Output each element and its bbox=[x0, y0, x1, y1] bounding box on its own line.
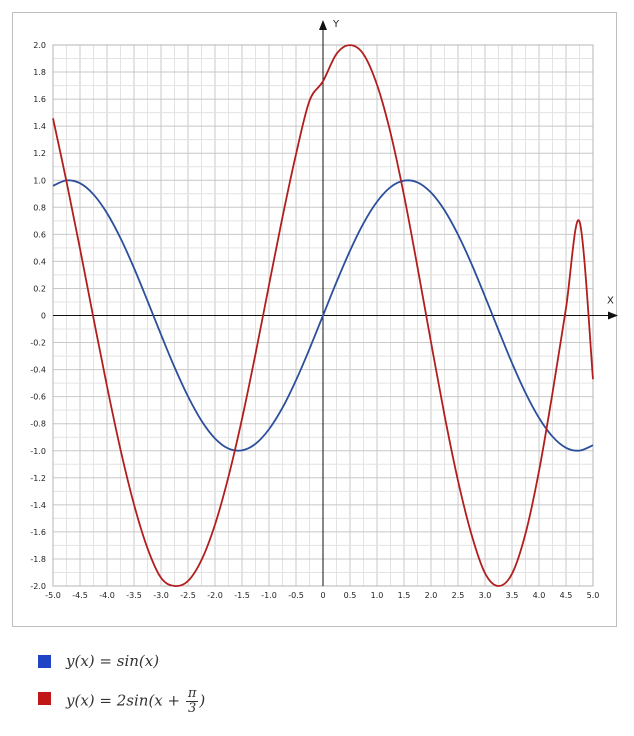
x-axis-arrow bbox=[608, 311, 618, 320]
x-tick-label: 2.0 bbox=[425, 591, 438, 600]
y-axis-arrow bbox=[319, 20, 327, 30]
x-tick-label: 5.0 bbox=[587, 591, 600, 600]
legend-item-2sin: y(x) = 2sin(x + π 3) bbox=[38, 684, 438, 716]
legend-formula-left: y(x) = 2sin(x + bbox=[66, 691, 185, 710]
x-tick-label: 4.5 bbox=[560, 591, 573, 600]
y-tick-label: -0.6 bbox=[30, 393, 46, 402]
x-tick-label: -0.5 bbox=[288, 591, 304, 600]
x-tick-label: -4.0 bbox=[99, 591, 115, 600]
y-tick-label: 0.6 bbox=[33, 230, 46, 239]
y-tick-label: -2.0 bbox=[30, 582, 46, 591]
x-tick-label: 4.0 bbox=[533, 591, 546, 600]
legend-item-sin: y(x) = sin(x) bbox=[38, 651, 438, 681]
legend-label-sin: y(x) = sin(x) bbox=[66, 652, 160, 670]
x-tick-label: 0 bbox=[320, 591, 325, 600]
y-tick-label: -1.8 bbox=[30, 555, 46, 564]
y-tick-label: -0.8 bbox=[30, 420, 46, 429]
x-tick-label: 3.0 bbox=[479, 591, 492, 600]
y-tick-label: -1.0 bbox=[30, 447, 46, 456]
x-tick-label: 1.0 bbox=[371, 591, 384, 600]
x-tick-label: -2.0 bbox=[207, 591, 223, 600]
fraction-denominator: 3 bbox=[187, 701, 197, 716]
y-tick-label: 1.0 bbox=[33, 176, 46, 185]
y-tick-label: -0.4 bbox=[30, 366, 46, 375]
series-line-2sin bbox=[52, 44, 594, 588]
y-tick-label: 1.2 bbox=[33, 149, 46, 158]
x-tick-label: -3.5 bbox=[126, 591, 142, 600]
x-tick-label: 1.5 bbox=[398, 591, 411, 600]
y-tick-label: 0.2 bbox=[33, 284, 46, 293]
x-tick-label: -2.5 bbox=[180, 591, 196, 600]
y-tick-label: 1.6 bbox=[33, 95, 46, 104]
tick-labels: -5.0 -4.5 -4.0 -3.5 -3.0 -2.5 -2.0 -1.5 -1.0 -0.5… bbox=[30, 41, 599, 600]
x-tick-label: -3.0 bbox=[153, 591, 169, 600]
x-tick-label: 2.5 bbox=[452, 591, 465, 600]
y-tick-label: -1.4 bbox=[30, 501, 46, 510]
y-tick-label: -1.6 bbox=[30, 528, 46, 537]
legend-label-2sin: y(x) = 2sin(x + π 3) bbox=[66, 687, 205, 716]
x-tick-label: -5.0 bbox=[45, 591, 61, 600]
y-tick-label: -0.2 bbox=[30, 339, 46, 348]
y-tick-label: -1.2 bbox=[30, 474, 46, 483]
y-tick-label: 0.8 bbox=[33, 203, 46, 212]
legend-swatch-red bbox=[38, 692, 51, 705]
axes: XY bbox=[53, 19, 618, 586]
x-axis-title: X bbox=[607, 296, 614, 307]
legend-swatch-blue bbox=[38, 655, 51, 668]
x-tick-label: -1.5 bbox=[234, 591, 250, 600]
y-tick-label: 0 bbox=[41, 312, 46, 321]
y-tick-label: 0.4 bbox=[33, 257, 46, 266]
fraction-numerator: π bbox=[185, 686, 199, 702]
y-tick-label: 1.8 bbox=[33, 68, 46, 77]
function-plot: XY -5.0 -4.5 -4.0 -3.5 -3.0 -2.5 -2.0 -1.5 -1.0-… bbox=[30, 19, 618, 600]
legend-formula-right: ) bbox=[199, 691, 206, 710]
x-tick-label: -1.0 bbox=[261, 591, 277, 600]
x-tick-label: -4.5 bbox=[72, 591, 88, 600]
x-tick-label: 0.5 bbox=[344, 591, 357, 600]
y-tick-label: 1.4 bbox=[33, 122, 46, 131]
y-axis-title: Y bbox=[332, 19, 340, 30]
curves bbox=[52, 44, 594, 588]
series-line-sin bbox=[52, 179, 594, 452]
x-tick-label: 3.5 bbox=[506, 591, 519, 600]
y-tick-label: 2.0 bbox=[33, 41, 46, 50]
